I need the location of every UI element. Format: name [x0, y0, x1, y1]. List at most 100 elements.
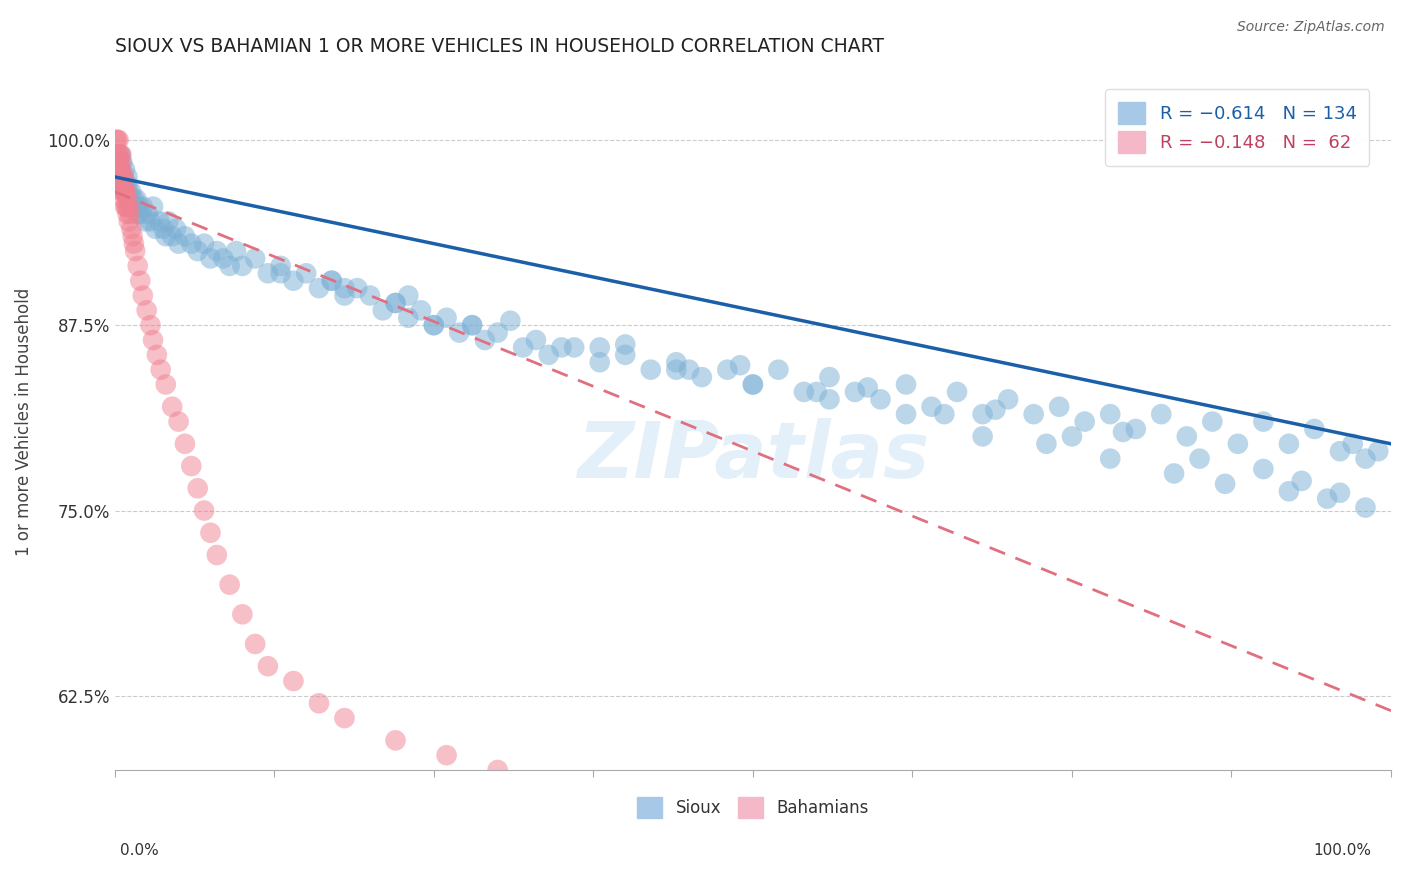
Point [105, 133, 128, 147]
Point [1291, 474, 1313, 488]
Point [894, 407, 917, 421]
Point [110, 169, 132, 184]
Point [160, 400, 183, 414]
Point [132, 288, 155, 302]
Point [132, 200, 155, 214]
Point [589, 355, 612, 369]
Point [384, 296, 406, 310]
Point [640, 362, 662, 376]
Point [110, 147, 132, 161]
Point [121, 200, 143, 214]
Point [283, 673, 305, 688]
Point [308, 696, 330, 710]
Point [550, 340, 572, 354]
Point [114, 178, 136, 192]
Point [1112, 425, 1135, 439]
Point [1341, 437, 1364, 451]
Point [193, 236, 215, 251]
Point [193, 503, 215, 517]
Point [129, 274, 152, 288]
Point [231, 259, 253, 273]
Point [308, 281, 330, 295]
Point [1303, 422, 1326, 436]
Point [423, 318, 446, 333]
Point [117, 178, 139, 192]
Point [1316, 491, 1339, 506]
Point [1329, 485, 1351, 500]
Point [127, 259, 149, 273]
Point [167, 415, 190, 429]
Point [136, 207, 159, 221]
Point [114, 185, 136, 199]
Point [562, 340, 585, 354]
Point [125, 192, 148, 206]
Point [157, 214, 180, 228]
Point [115, 185, 138, 199]
Point [371, 303, 394, 318]
Point [218, 577, 240, 591]
Point [200, 252, 222, 266]
Point [124, 244, 146, 258]
Point [728, 358, 751, 372]
Point [111, 169, 134, 184]
Point [174, 437, 197, 451]
Point [112, 169, 135, 184]
Point [107, 155, 129, 169]
Point [107, 162, 129, 177]
Point [257, 659, 280, 673]
Point [499, 314, 522, 328]
Point [384, 733, 406, 747]
Point [142, 333, 165, 347]
Point [107, 147, 129, 161]
Point [105, 147, 128, 161]
Point [1175, 429, 1198, 443]
Point [793, 384, 815, 399]
Point [105, 147, 128, 161]
Point [155, 377, 177, 392]
Point [333, 711, 356, 725]
Point [741, 377, 763, 392]
Point [614, 348, 637, 362]
Point [409, 303, 432, 318]
Point [118, 200, 141, 214]
Point [614, 337, 637, 351]
Point [117, 207, 139, 221]
Point [283, 274, 305, 288]
Point [1047, 400, 1070, 414]
Point [1035, 437, 1057, 451]
Point [1060, 429, 1083, 443]
Point [869, 392, 891, 407]
Point [321, 274, 343, 288]
Point [218, 259, 240, 273]
Point [423, 318, 446, 333]
Point [145, 222, 167, 236]
Point [1329, 444, 1351, 458]
Point [110, 162, 132, 177]
Point [1278, 484, 1301, 499]
Point [110, 155, 132, 169]
Point [225, 244, 247, 258]
Point [589, 340, 612, 354]
Point [180, 236, 202, 251]
Point [1125, 422, 1147, 436]
Point [1253, 462, 1275, 476]
Point [139, 318, 162, 333]
Point [120, 222, 142, 236]
Point [1073, 415, 1095, 429]
Text: 0.0%: 0.0% [120, 843, 159, 858]
Point [524, 333, 547, 347]
Point [665, 362, 688, 376]
Point [122, 192, 145, 206]
Point [112, 169, 135, 184]
Point [449, 326, 471, 340]
Point [107, 133, 129, 147]
Point [1201, 415, 1223, 429]
Point [396, 310, 419, 325]
Point [152, 222, 174, 236]
Point [1367, 444, 1389, 458]
Point [111, 169, 134, 184]
Point [112, 192, 135, 206]
Point [1213, 476, 1236, 491]
Point [844, 384, 866, 399]
Point [128, 200, 150, 214]
